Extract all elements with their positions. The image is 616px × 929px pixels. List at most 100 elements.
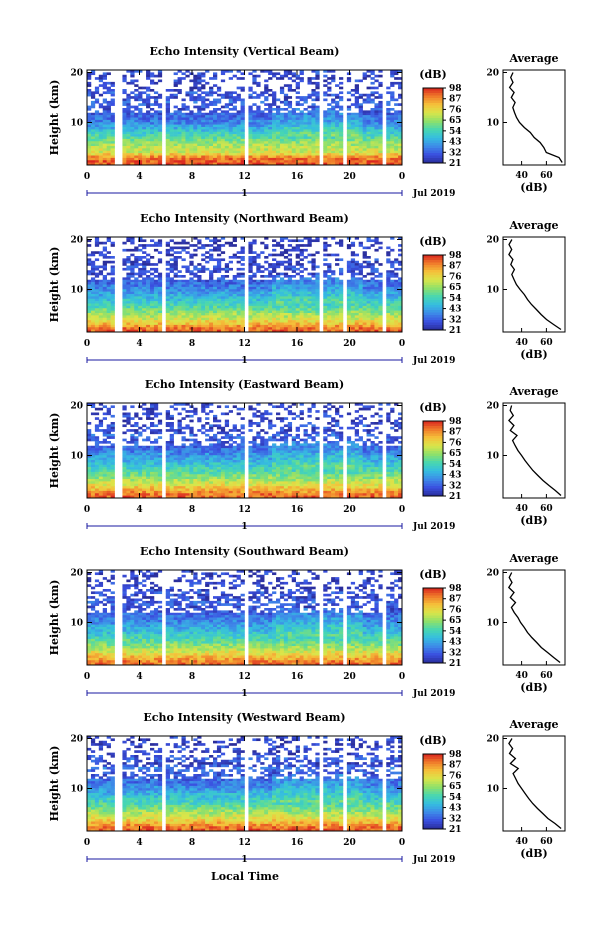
profile-x-tick-label: 40 (515, 837, 528, 847)
colorbar-frame (422, 254, 444, 331)
profile-y-tick-label: 20 (486, 402, 499, 412)
colorbar-tick-label: 54 (449, 627, 462, 637)
colorbar-tick-label: 32 (449, 315, 462, 325)
colorbar-tick-label: 76 (449, 605, 462, 615)
y-tick-label: 20 (70, 236, 83, 246)
y-tick-label: 20 (70, 735, 83, 745)
colorbar-frame (422, 753, 444, 830)
x-tick-label: 4 (136, 672, 142, 682)
colorbar-tick-label: 54 (449, 793, 462, 803)
day-marker: 1 (241, 522, 247, 532)
y-axis-label: Height (km) (48, 247, 61, 323)
x-tick-label: 8 (189, 505, 195, 515)
profile-title: Average (508, 552, 558, 565)
x-tick-label: 0 (84, 339, 90, 349)
profile-title: Average (508, 718, 558, 731)
profile-y-tick-label: 20 (486, 569, 499, 579)
x-tick-label: 0 (84, 505, 90, 515)
profile-y-tick-label: 20 (486, 236, 499, 246)
y-tick-label: 10 (70, 286, 83, 296)
profile-line (508, 738, 562, 830)
x-tick-label: 0 (84, 838, 90, 848)
colorbar-tick-label: 76 (449, 771, 462, 781)
colorbar-tick-label: 32 (449, 648, 462, 658)
colorbar (423, 588, 443, 664)
panel-title: Echo Intensity (Vertical Beam) (149, 45, 339, 58)
profile-y-tick-label: 10 (486, 785, 499, 795)
colorbar-tick-label: 98 (449, 584, 462, 594)
day-marker: 1 (241, 855, 247, 865)
x-tick-label: 20 (343, 339, 356, 349)
figure-panels: Echo Intensity (Vertical Beam) Height (km… (48, 45, 566, 865)
x-tick-label: 16 (291, 672, 304, 682)
panel-2: Echo Intensity (Northward Beam) Height (k… (48, 212, 566, 366)
colorbar-tick-label: 65 (449, 616, 462, 626)
colorbar-tick-label: 65 (449, 782, 462, 792)
date-label: Jul 2019 (412, 356, 455, 366)
y-tick-label: 20 (70, 569, 83, 579)
colorbar-tick-label: 98 (449, 251, 462, 261)
colorbar-tick-label: 98 (449, 84, 462, 94)
colorbar-label: (dB) (419, 401, 446, 414)
colorbar-tick-label: 21 (449, 659, 462, 669)
heatmap-cells (87, 403, 403, 499)
y-tick-label: 20 (70, 402, 83, 412)
colorbar-tick-label: 54 (449, 127, 462, 137)
colorbar (423, 88, 443, 164)
colorbar-frame (422, 87, 444, 164)
colorbar-tick-label: 32 (449, 148, 462, 158)
x-tick-label: 4 (136, 505, 142, 515)
colorbar-tick-label: 76 (449, 272, 462, 282)
x-axis-label-local-time: Local Time (211, 870, 279, 883)
profile-x-label: (dB) (520, 181, 547, 194)
colorbar-tick-label: 43 (449, 638, 462, 648)
profile-y-tick-label: 20 (486, 69, 499, 79)
profile-frame (502, 69, 566, 166)
colorbar-tick-label: 76 (449, 438, 462, 448)
colorbar-label: (dB) (419, 734, 446, 747)
colorbar-tick-label: 87 (449, 595, 462, 605)
profile-title: Average (508, 52, 558, 65)
profile-x-label: (dB) (520, 681, 547, 694)
panel-5: Echo Intensity (Westward Beam) Height (km… (48, 711, 566, 865)
profile-x-label: (dB) (520, 348, 547, 361)
heatmap-cells (87, 736, 403, 832)
profile-x-tick-label: 60 (540, 504, 553, 514)
colorbar-tick-label: 98 (449, 417, 462, 427)
profile-line (508, 72, 563, 163)
x-tick-label: 0 (399, 505, 405, 515)
x-tick-label: 16 (291, 838, 304, 848)
panel-4: Echo Intensity (Southward Beam) Height (k… (48, 545, 566, 699)
profile-frame (502, 402, 566, 499)
x-tick-label: 4 (136, 339, 142, 349)
profile-frame (502, 236, 566, 333)
colorbar-tick-label: 43 (449, 804, 462, 814)
heatmap-cells (87, 570, 403, 666)
date-label: Jul 2019 (412, 855, 455, 865)
profile-y-tick-label: 10 (486, 119, 499, 129)
colorbar-tick-label: 21 (449, 492, 462, 502)
y-axis-label: Height (km) (48, 580, 61, 656)
colorbar-tick-label: 21 (449, 159, 462, 169)
colorbar-tick-label: 54 (449, 460, 462, 470)
x-tick-label: 20 (343, 505, 356, 515)
panel-3: Echo Intensity (Eastward Beam) Height (km… (48, 378, 566, 532)
profile-x-tick-label: 40 (515, 671, 528, 681)
panel-1: Echo Intensity (Vertical Beam) Height (km… (48, 45, 566, 199)
colorbar-tick-label: 21 (449, 825, 462, 835)
x-tick-label: 4 (136, 172, 142, 182)
y-tick-label: 10 (70, 785, 83, 795)
day-marker: 1 (241, 356, 247, 366)
profile-line (508, 405, 562, 496)
x-tick-label: 0 (399, 672, 405, 682)
profile-frame (502, 735, 566, 832)
panel-title: Echo Intensity (Southward Beam) (140, 545, 349, 558)
x-tick-label: 0 (399, 339, 405, 349)
colorbar-tick-label: 43 (449, 471, 462, 481)
colorbar-tick-label: 98 (449, 750, 462, 760)
x-tick-label: 16 (291, 339, 304, 349)
day-marker: 1 (241, 189, 247, 199)
profile-x-tick-label: 60 (540, 338, 553, 348)
x-tick-label: 16 (291, 172, 304, 182)
